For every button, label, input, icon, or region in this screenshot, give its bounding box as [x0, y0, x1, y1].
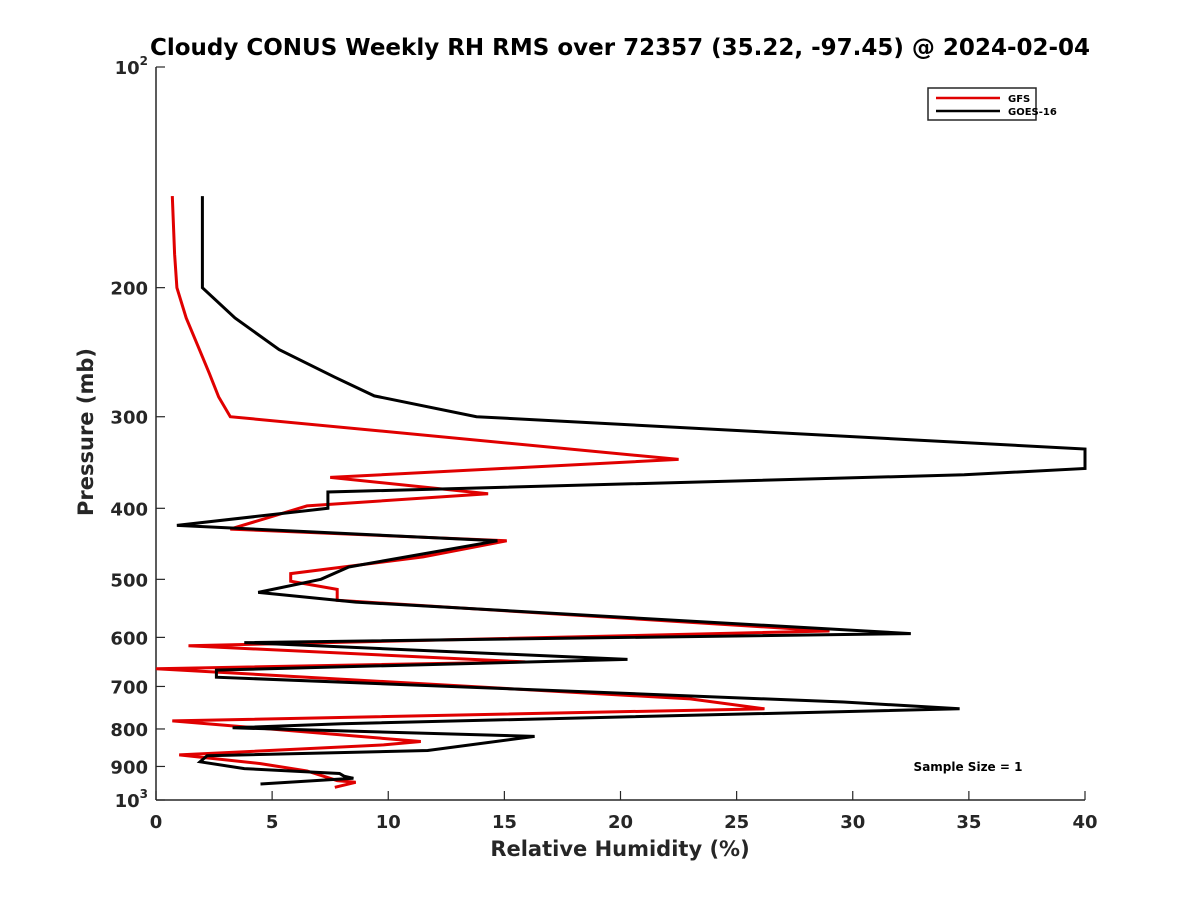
x-tick-label: 0: [150, 812, 163, 833]
y-tick-label: 900: [110, 757, 148, 778]
x-tick-label: 35: [956, 812, 981, 833]
y-axis-label: Pressure (mb): [74, 348, 98, 516]
y-tick-exponent: 2: [140, 54, 148, 68]
y-tick-label: 800: [110, 720, 148, 741]
x-tick-label: 20: [608, 812, 633, 833]
y-tick-label: 700: [110, 677, 148, 698]
legend-label: GOES-16: [1008, 107, 1057, 118]
chart-title: Cloudy CONUS Weekly RH RMS over 72357 (3…: [150, 35, 1090, 61]
y-tick-label: 300: [110, 408, 148, 429]
series-line-gfs: [155, 196, 830, 789]
legend-label: GFS: [1008, 94, 1030, 105]
series-line-goes-16: [176, 196, 1087, 786]
x-tick-label: 15: [492, 812, 517, 833]
x-tick-label: 40: [1072, 812, 1097, 833]
x-axis-label: Relative Humidity (%): [490, 837, 749, 861]
x-tick-label: 5: [266, 812, 279, 833]
y-tick-label: 400: [110, 499, 148, 520]
legend: GFS GOES-16: [927, 87, 1057, 121]
y-tick-label: 600: [110, 628, 148, 649]
x-tick-label: 25: [724, 812, 749, 833]
y-tick-exponent: 3: [140, 787, 148, 801]
axes: 0 5 10 15 20 25 30 35 40102200300400500600700800…: [110, 54, 1097, 833]
x-tick-label: 10: [376, 812, 401, 833]
y-tick-label: 200: [110, 279, 148, 300]
sample-size-note: Sample Size = 1: [914, 760, 1023, 774]
series-layer: [155, 196, 1087, 789]
legend-box: [927, 87, 1037, 121]
y-tick-label: 500: [110, 570, 148, 591]
x-tick-label: 30: [840, 812, 865, 833]
